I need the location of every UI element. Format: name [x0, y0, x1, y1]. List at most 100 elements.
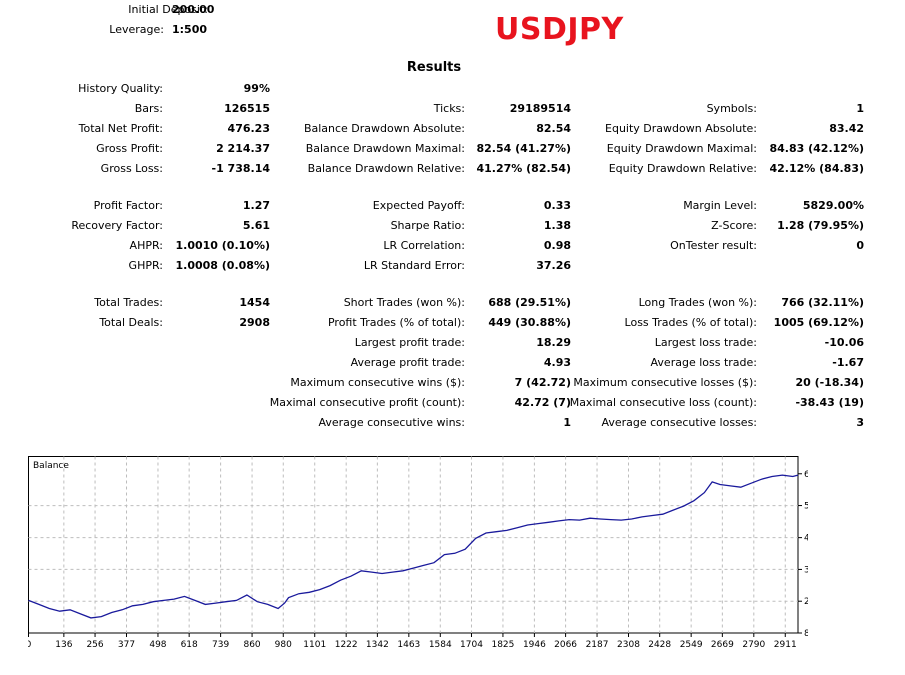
stat-value: 84.83 (42.12%) — [769, 142, 865, 155]
stat-value: 1.28 (79.95%) — [777, 219, 864, 232]
stat-value: -1.67 — [832, 356, 864, 369]
chart-xtick-label: 136 — [55, 640, 72, 650]
stat-label: Largest profit trade: — [354, 336, 465, 349]
chart-xtick-label: 1101 — [303, 640, 326, 650]
stat-label: Short Trades (won %): — [343, 296, 465, 309]
stat-label: Gross Profit: — [96, 142, 163, 155]
stat-label: Ticks: — [433, 102, 465, 115]
chart-xtick-label: 1342 — [366, 640, 389, 650]
initial-deposit-value: 200.00 — [172, 3, 215, 16]
chart-series-line — [28, 474, 799, 619]
symbol-title: USDJPY — [495, 12, 624, 47]
chart-xtick-label: 2911 — [774, 640, 797, 650]
stat-value: 476.23 — [227, 122, 270, 135]
stat-value: 5829.00% — [802, 199, 864, 212]
stat-value: 20 (-18.34) — [795, 376, 864, 389]
chart-legend: Balance — [33, 461, 69, 471]
chart-xtick-label: 2308 — [617, 640, 640, 650]
stat-value: 1005 (69.12%) — [773, 316, 864, 329]
chart-xtick-label: 2428 — [648, 640, 671, 650]
stat-label: Sharpe Ratio: — [390, 219, 465, 232]
stat-value: 42.72 (7) — [514, 396, 571, 409]
results-title: Results — [406, 60, 462, 75]
stat-value: 2908 — [239, 316, 270, 329]
stat-value: 0.33 — [543, 199, 571, 212]
stat-label: Equity Drawdown Absolute: — [605, 122, 757, 135]
stat-label: Average consecutive wins: — [318, 416, 465, 429]
stat-value: 82.54 — [536, 122, 571, 135]
stat-label: Average consecutive losses: — [601, 416, 757, 429]
chart-ytick-label: 443 — [804, 534, 808, 544]
stat-value: 82.54 (41.27%) — [476, 142, 572, 155]
chart-xtick-label: 618 — [181, 640, 198, 650]
stat-label: Profit Trades (% of total): — [327, 316, 465, 329]
stat-label: Maximum consecutive losses ($): — [573, 376, 757, 389]
balance-chart-svg: 680 562 443 325 207 89 0 136 256 377 498 618 739 860 9… — [26, 456, 821, 650]
stat-label: Total Trades: — [94, 296, 163, 309]
chart-xtick-label: 2669 — [711, 640, 734, 650]
stat-value: -38.43 (19) — [795, 396, 864, 409]
stat-value: 7 (42.72) — [514, 376, 571, 389]
stat-label: Balance Drawdown Relative: — [307, 162, 465, 175]
stat-value: 1.27 — [242, 199, 270, 212]
chart-xtick-label: 2549 — [680, 640, 703, 650]
stat-label: LR Correlation: — [383, 239, 465, 252]
chart-ytick-label: 207 — [804, 597, 808, 607]
stat-value: 1.38 — [543, 219, 571, 232]
stat-value: 3 — [856, 416, 864, 429]
chart-xtick-label: 498 — [149, 640, 166, 650]
stat-label: Maximal consecutive loss (count): — [569, 396, 757, 409]
initial-deposit-label: Initial Deposit: — [128, 3, 208, 16]
stat-label: AHPR: — [129, 239, 163, 252]
balance-chart: 680 562 443 325 207 89 0 136 256 377 498 618 739 860 9… — [26, 456, 821, 656]
stat-value: 37.26 — [536, 259, 571, 272]
leverage-value: 1:500 — [172, 23, 208, 36]
stat-label: History Quality: — [78, 82, 163, 95]
stat-label: Balance Drawdown Maximal: — [305, 142, 465, 155]
chart-xtick-label: 2187 — [586, 640, 609, 650]
chart-ytick-label: 325 — [804, 565, 808, 575]
stat-label: Margin Level: — [683, 199, 757, 212]
stat-value: 4.93 — [543, 356, 571, 369]
stat-value: 2 214.37 — [216, 142, 270, 155]
stat-label: OnTester result: — [670, 239, 757, 252]
chart-xtick-label: 980 — [275, 640, 292, 650]
stat-label: Recovery Factor: — [71, 219, 163, 232]
stat-value: 29189514 — [509, 102, 571, 115]
stat-value: 0 — [856, 239, 864, 252]
stat-label: Equity Drawdown Relative: — [608, 162, 757, 175]
stat-label: Maximal consecutive profit (count): — [269, 396, 465, 409]
stat-value: 1 — [856, 102, 864, 115]
stat-label: Total Deals: — [99, 316, 163, 329]
chart-xtick-label: 2790 — [742, 640, 765, 650]
chart-xtick-label: 860 — [243, 640, 260, 650]
stat-value: 1.0010 (0.10%) — [175, 239, 271, 252]
chart-xtick-label: 1222 — [335, 640, 358, 650]
stat-value: 1 — [563, 416, 571, 429]
chart-ytick-label: 680 — [804, 470, 808, 480]
chart-xtick-label: 377 — [118, 640, 135, 650]
stat-label: Bars: — [134, 102, 163, 115]
chart-ytick-label: 89 — [804, 629, 808, 639]
stat-value: 5.61 — [242, 219, 270, 232]
stat-label: Equity Drawdown Maximal: — [606, 142, 757, 155]
stat-label: Average loss trade: — [650, 356, 757, 369]
stat-label: Gross Loss: — [100, 162, 163, 175]
stat-label: LR Standard Error: — [363, 259, 465, 272]
stat-label: Expected Payoff: — [372, 199, 465, 212]
stat-label: GHPR: — [128, 259, 163, 272]
stat-label: Maximum consecutive wins ($): — [290, 376, 465, 389]
chart-xtick-label: 2066 — [554, 640, 577, 650]
chart-xtick-label: 0 — [28, 640, 32, 650]
stat-label: Long Trades (won %): — [638, 296, 757, 309]
stat-value: 1454 — [239, 296, 270, 309]
chart-ytick-label: 562 — [804, 502, 808, 512]
stat-label: Profit Factor: — [93, 199, 163, 212]
chart-xtick-label: 256 — [86, 640, 103, 650]
chart-xtick-label: 739 — [212, 640, 229, 650]
stat-value: 449 (30.88%) — [488, 316, 571, 329]
stat-label: Loss Trades (% of total): — [624, 316, 757, 329]
stat-value: -1 738.14 — [211, 162, 271, 175]
leverage-label: Leverage: — [109, 23, 164, 36]
chart-xtick-label: 1463 — [397, 640, 420, 650]
